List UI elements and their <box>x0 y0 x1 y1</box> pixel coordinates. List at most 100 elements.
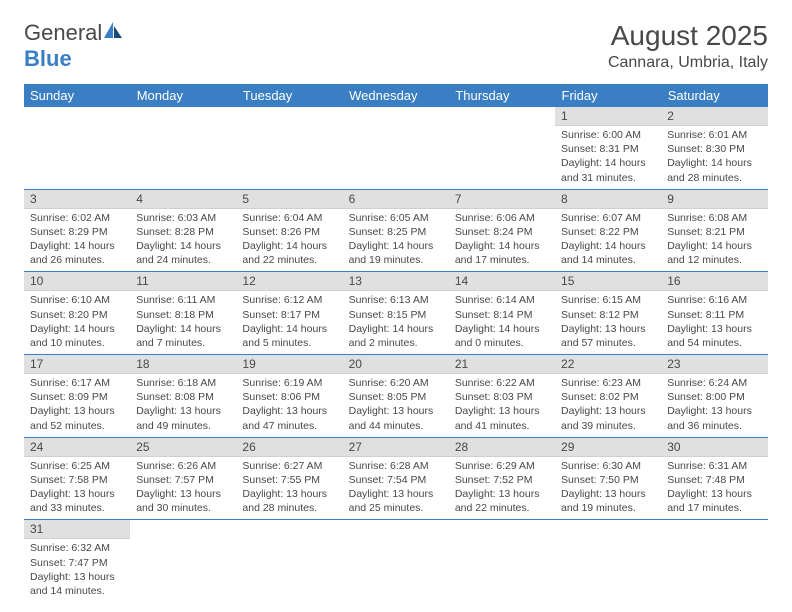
day-number: 19 <box>236 355 342 374</box>
calendar-cell: 4Sunrise: 6:03 AMSunset: 8:28 PMDaylight… <box>130 189 236 272</box>
weekday-header: Friday <box>555 84 661 107</box>
calendar-cell: 23Sunrise: 6:24 AMSunset: 8:00 PMDayligh… <box>661 355 767 438</box>
day-number: 14 <box>449 272 555 291</box>
calendar-cell <box>343 107 449 189</box>
day-number: 7 <box>449 190 555 209</box>
day-number: 11 <box>130 272 236 291</box>
day-details: Sunrise: 6:26 AMSunset: 7:57 PMDaylight:… <box>130 457 236 520</box>
calendar-cell: 21Sunrise: 6:22 AMSunset: 8:03 PMDayligh… <box>449 355 555 438</box>
day-details: Sunrise: 6:05 AMSunset: 8:25 PMDaylight:… <box>343 209 449 272</box>
day-number: 12 <box>236 272 342 291</box>
day-number: 6 <box>343 190 449 209</box>
calendar-cell: 19Sunrise: 6:19 AMSunset: 8:06 PMDayligh… <box>236 355 342 438</box>
title-block: August 2025 Cannara, Umbria, Italy <box>608 20 768 72</box>
day-number: 18 <box>130 355 236 374</box>
day-details: Sunrise: 6:02 AMSunset: 8:29 PMDaylight:… <box>24 209 130 272</box>
logo-text: GeneralBlue <box>24 20 124 72</box>
day-details: Sunrise: 6:03 AMSunset: 8:28 PMDaylight:… <box>130 209 236 272</box>
day-number: 30 <box>661 438 767 457</box>
weekday-header: Sunday <box>24 84 130 107</box>
day-number: 13 <box>343 272 449 291</box>
calendar-cell: 11Sunrise: 6:11 AMSunset: 8:18 PMDayligh… <box>130 272 236 355</box>
calendar-cell: 18Sunrise: 6:18 AMSunset: 8:08 PMDayligh… <box>130 355 236 438</box>
day-details: Sunrise: 6:28 AMSunset: 7:54 PMDaylight:… <box>343 457 449 520</box>
calendar-cell: 26Sunrise: 6:27 AMSunset: 7:55 PMDayligh… <box>236 437 342 520</box>
sail-icon <box>102 20 124 40</box>
day-number: 31 <box>24 520 130 539</box>
calendar-cell: 24Sunrise: 6:25 AMSunset: 7:58 PMDayligh… <box>24 437 130 520</box>
day-details: Sunrise: 6:01 AMSunset: 8:30 PMDaylight:… <box>661 126 767 189</box>
calendar-cell: 13Sunrise: 6:13 AMSunset: 8:15 PMDayligh… <box>343 272 449 355</box>
day-details: Sunrise: 6:22 AMSunset: 8:03 PMDaylight:… <box>449 374 555 437</box>
day-number: 25 <box>130 438 236 457</box>
day-number: 22 <box>555 355 661 374</box>
calendar-cell <box>130 107 236 189</box>
day-details: Sunrise: 6:25 AMSunset: 7:58 PMDaylight:… <box>24 457 130 520</box>
calendar-cell <box>236 520 342 602</box>
day-number: 23 <box>661 355 767 374</box>
calendar-cell: 10Sunrise: 6:10 AMSunset: 8:20 PMDayligh… <box>24 272 130 355</box>
calendar-cell: 29Sunrise: 6:30 AMSunset: 7:50 PMDayligh… <box>555 437 661 520</box>
day-details: Sunrise: 6:31 AMSunset: 7:48 PMDaylight:… <box>661 457 767 520</box>
logo-brand2: Blue <box>24 46 72 71</box>
calendar-cell <box>130 520 236 602</box>
calendar-cell: 5Sunrise: 6:04 AMSunset: 8:26 PMDaylight… <box>236 189 342 272</box>
day-number: 28 <box>449 438 555 457</box>
day-details: Sunrise: 6:04 AMSunset: 8:26 PMDaylight:… <box>236 209 342 272</box>
day-number: 20 <box>343 355 449 374</box>
calendar-cell: 20Sunrise: 6:20 AMSunset: 8:05 PMDayligh… <box>343 355 449 438</box>
calendar-cell <box>661 520 767 602</box>
header: GeneralBlue August 2025 Cannara, Umbria,… <box>24 20 768 72</box>
calendar-cell: 17Sunrise: 6:17 AMSunset: 8:09 PMDayligh… <box>24 355 130 438</box>
weekday-header: Monday <box>130 84 236 107</box>
calendar-cell: 27Sunrise: 6:28 AMSunset: 7:54 PMDayligh… <box>343 437 449 520</box>
logo: GeneralBlue <box>24 20 124 72</box>
location: Cannara, Umbria, Italy <box>608 54 768 72</box>
day-details: Sunrise: 6:10 AMSunset: 8:20 PMDaylight:… <box>24 291 130 354</box>
day-details: Sunrise: 6:14 AMSunset: 8:14 PMDaylight:… <box>449 291 555 354</box>
calendar-cell: 6Sunrise: 6:05 AMSunset: 8:25 PMDaylight… <box>343 189 449 272</box>
day-details: Sunrise: 6:00 AMSunset: 8:31 PMDaylight:… <box>555 126 661 189</box>
day-number: 1 <box>555 107 661 126</box>
calendar-cell: 31Sunrise: 6:32 AMSunset: 7:47 PMDayligh… <box>24 520 130 602</box>
calendar-cell: 22Sunrise: 6:23 AMSunset: 8:02 PMDayligh… <box>555 355 661 438</box>
day-details: Sunrise: 6:32 AMSunset: 7:47 PMDaylight:… <box>24 539 130 602</box>
calendar-cell: 8Sunrise: 6:07 AMSunset: 8:22 PMDaylight… <box>555 189 661 272</box>
weekday-header: Thursday <box>449 84 555 107</box>
calendar-cell: 3Sunrise: 6:02 AMSunset: 8:29 PMDaylight… <box>24 189 130 272</box>
day-details: Sunrise: 6:27 AMSunset: 7:55 PMDaylight:… <box>236 457 342 520</box>
day-details: Sunrise: 6:29 AMSunset: 7:52 PMDaylight:… <box>449 457 555 520</box>
day-details: Sunrise: 6:12 AMSunset: 8:17 PMDaylight:… <box>236 291 342 354</box>
calendar-body: 1Sunrise: 6:00 AMSunset: 8:31 PMDaylight… <box>24 107 768 602</box>
day-details: Sunrise: 6:23 AMSunset: 8:02 PMDaylight:… <box>555 374 661 437</box>
calendar-cell: 2Sunrise: 6:01 AMSunset: 8:30 PMDaylight… <box>661 107 767 189</box>
day-details: Sunrise: 6:11 AMSunset: 8:18 PMDaylight:… <box>130 291 236 354</box>
calendar-table: SundayMondayTuesdayWednesdayThursdayFrid… <box>24 84 768 602</box>
day-number: 15 <box>555 272 661 291</box>
day-number: 29 <box>555 438 661 457</box>
weekday-header: Tuesday <box>236 84 342 107</box>
day-details: Sunrise: 6:15 AMSunset: 8:12 PMDaylight:… <box>555 291 661 354</box>
calendar-cell: 1Sunrise: 6:00 AMSunset: 8:31 PMDaylight… <box>555 107 661 189</box>
day-number: 21 <box>449 355 555 374</box>
month-title: August 2025 <box>608 20 768 52</box>
calendar-cell <box>449 107 555 189</box>
calendar-cell <box>555 520 661 602</box>
day-details: Sunrise: 6:07 AMSunset: 8:22 PMDaylight:… <box>555 209 661 272</box>
calendar-header: SundayMondayTuesdayWednesdayThursdayFrid… <box>24 84 768 107</box>
day-details: Sunrise: 6:06 AMSunset: 8:24 PMDaylight:… <box>449 209 555 272</box>
day-details: Sunrise: 6:24 AMSunset: 8:00 PMDaylight:… <box>661 374 767 437</box>
weekday-header: Saturday <box>661 84 767 107</box>
day-details: Sunrise: 6:08 AMSunset: 8:21 PMDaylight:… <box>661 209 767 272</box>
day-number: 3 <box>24 190 130 209</box>
logo-brand1: General <box>24 20 102 45</box>
day-number: 8 <box>555 190 661 209</box>
calendar-cell <box>343 520 449 602</box>
day-number: 9 <box>661 190 767 209</box>
day-details: Sunrise: 6:18 AMSunset: 8:08 PMDaylight:… <box>130 374 236 437</box>
calendar-cell: 28Sunrise: 6:29 AMSunset: 7:52 PMDayligh… <box>449 437 555 520</box>
day-number: 2 <box>661 107 767 126</box>
calendar-cell: 15Sunrise: 6:15 AMSunset: 8:12 PMDayligh… <box>555 272 661 355</box>
weekday-header: Wednesday <box>343 84 449 107</box>
calendar-cell: 25Sunrise: 6:26 AMSunset: 7:57 PMDayligh… <box>130 437 236 520</box>
